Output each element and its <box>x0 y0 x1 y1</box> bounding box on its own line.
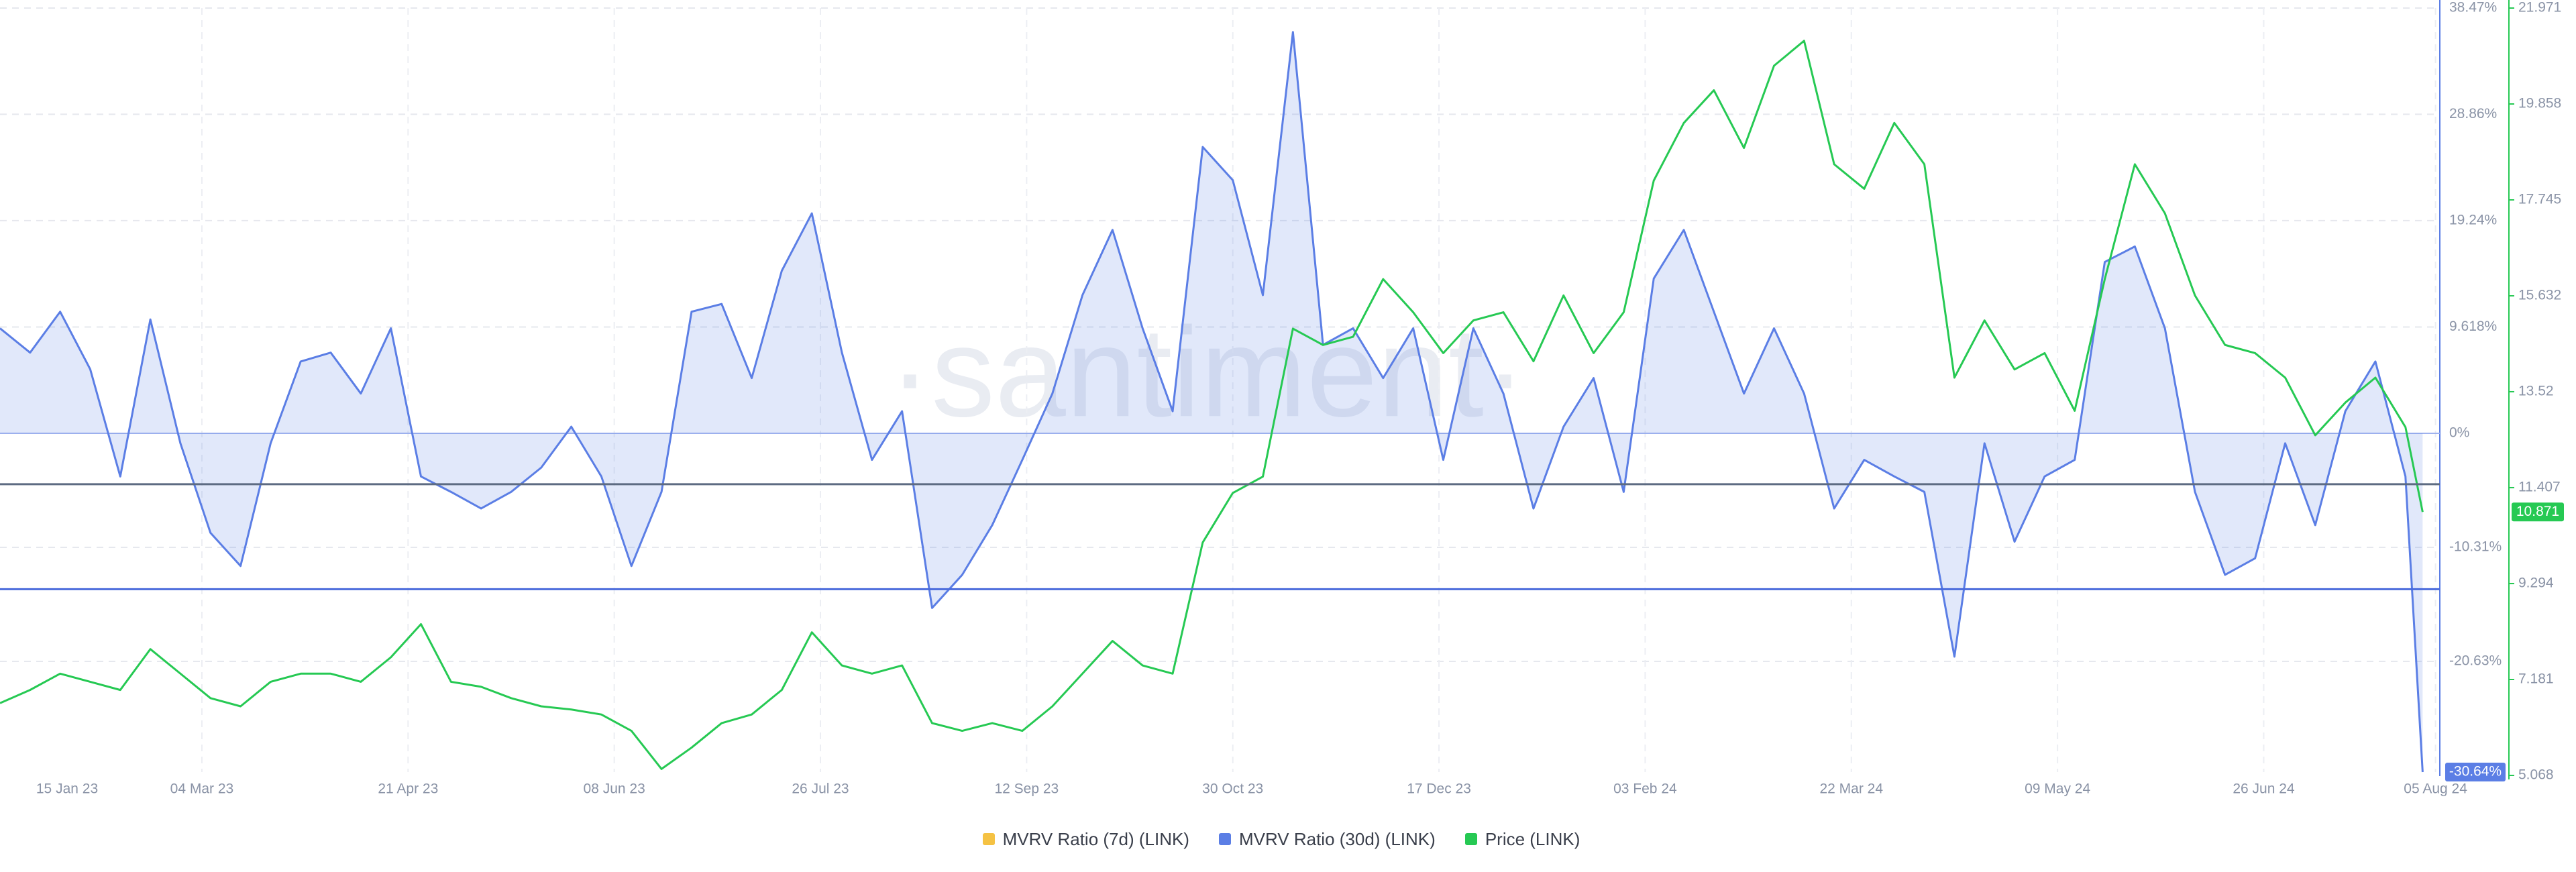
x-tick-label: 09 May 24 <box>2025 781 2090 797</box>
y-tick-label: -20.63% <box>2449 653 2502 669</box>
legend-item[interactable]: MVRV Ratio (30d) (LINK) <box>1218 828 1436 850</box>
current-value-label: -30.64% <box>2449 764 2502 779</box>
y2-tick-label: 5.068 <box>2518 767 2554 783</box>
y2-tick-label: 19.858 <box>2518 96 2561 111</box>
x-tick-label: 04 Mar 23 <box>170 781 234 797</box>
area <box>0 32 2423 773</box>
legend: MVRV Ratio (7d) (LINK) MVRV Ratio (30d) (… <box>0 824 2563 855</box>
chart: ·santiment· 38.47% 28.86% 19.24% 9.618% 0% -1… <box>0 0 2564 797</box>
y2-tick-label: 17.745 <box>2518 192 2561 207</box>
y2-tick-label: 21.971 <box>2518 0 2561 15</box>
x-tick-label: 08 Jun 23 <box>584 781 645 797</box>
current-value-box <box>2512 502 2564 522</box>
y-tick-label: 19.24% <box>2449 212 2497 227</box>
legend-label: MVRV Ratio (30d) (LINK) <box>1238 828 1436 849</box>
x-tick-label: 17 Dec 23 <box>1407 781 1471 797</box>
y2-tick-label: 9.294 <box>2518 576 2554 591</box>
x-tick-label: 26 Jul 23 <box>792 781 849 797</box>
x-tick-label: 30 Oct 23 <box>1202 781 1263 797</box>
current-value-label: 10.871 <box>2516 504 2559 519</box>
series-line <box>0 40 2424 770</box>
y-tick-label: 9.618% <box>2449 319 2497 334</box>
x-tick-label: 15 Jan 23 <box>36 781 98 797</box>
legend-item[interactable]: Price (LINK) <box>1464 828 1580 850</box>
y-tick-label: 38.47% <box>2449 0 2497 15</box>
y2-tick-label: 11.407 <box>2518 480 2561 495</box>
y2-tick-label: 7.181 <box>2518 671 2554 687</box>
y-tick-label: -10.31% <box>2449 539 2502 554</box>
x-tick-label: 05 Aug 24 <box>2404 781 2467 797</box>
legend-label: Price (LINK) <box>1485 828 1580 849</box>
y-tick-label: 28.86% <box>2449 106 2497 121</box>
legend-swatch <box>982 833 995 845</box>
x-tick-label: 12 Sep 23 <box>994 781 1059 797</box>
x-tick-label: 03 Feb 24 <box>1613 781 1677 797</box>
y2-tick-label: 13.52 <box>2518 384 2554 399</box>
x-tick-label: 22 Mar 24 <box>1819 781 1883 797</box>
legend-label: MVRV Ratio (7d) (LINK) <box>1002 828 1189 849</box>
legend-item[interactable]: MVRV Ratio (7d) (LINK) <box>982 828 1189 850</box>
current-value-box <box>2445 763 2506 781</box>
y-tick-label: 0% <box>2449 425 2469 441</box>
y2-tick-label: 15.632 <box>2518 288 2561 303</box>
x-tick-label: 21 Apr 23 <box>378 781 438 797</box>
x-tick-label: 26 Jun 24 <box>2233 781 2295 797</box>
watermark: ·santiment· <box>889 301 1526 443</box>
legend-swatch <box>1218 833 1231 845</box>
legend-swatch <box>1464 833 1477 845</box>
series-line <box>0 31 2424 773</box>
